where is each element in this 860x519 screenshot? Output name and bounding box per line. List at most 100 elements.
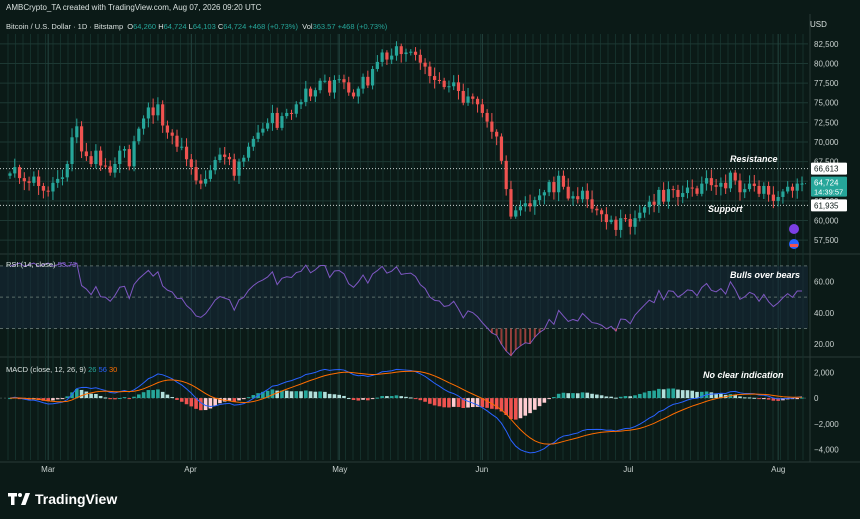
candle-body xyxy=(227,156,232,160)
candle-body xyxy=(223,154,227,157)
tradingview-icon xyxy=(8,493,30,505)
macd-histogram-bar xyxy=(342,395,346,399)
macd-histogram-bar xyxy=(575,393,580,399)
candle-body xyxy=(528,203,532,207)
candle-body xyxy=(270,112,275,124)
annotations: Resistance Support Bulls over bears No clea… xyxy=(703,154,800,380)
macd-tick-label: 0 xyxy=(814,394,819,403)
rsi-line xyxy=(9,262,802,357)
candle-body xyxy=(690,187,694,189)
macd-legend[interactable]: MACD (close, 12, 26, 9) 26 56 30 xyxy=(6,365,117,374)
candle-body xyxy=(141,118,146,129)
candle-body xyxy=(347,82,351,93)
macd-histogram-bar xyxy=(418,398,423,401)
macd-line-value: 56 xyxy=(98,365,107,374)
price-axis[interactable]: 82,500 80,000 77,500 75,000 72,500 70,000 67,5… xyxy=(811,40,847,455)
candle-body xyxy=(32,176,36,183)
rsi-tick-label: 60.00 xyxy=(814,278,835,287)
macd-histogram-bar xyxy=(299,391,303,399)
macd-histogram-bar xyxy=(590,393,594,399)
month-tick-label: Jul xyxy=(623,465,633,474)
macd-histogram-bar xyxy=(633,395,637,399)
candle-body xyxy=(456,82,461,91)
candle-body xyxy=(56,178,60,183)
tradingview-logo[interactable]: TradingView xyxy=(8,491,117,507)
candle-body xyxy=(442,80,446,88)
rsi-legend[interactable]: RSI (14, close) 53.73 xyxy=(6,260,76,269)
macd-histogram-bar xyxy=(246,397,251,399)
price-tick-label: 72,500 xyxy=(814,118,839,127)
candle-body xyxy=(13,167,17,174)
month-tick-label: Jun xyxy=(475,465,488,474)
candle-body xyxy=(767,185,771,195)
candle-body xyxy=(371,68,375,86)
candle-body xyxy=(199,180,203,184)
candle-body xyxy=(342,79,346,83)
macd-histogram-bar xyxy=(685,390,690,399)
candle-body xyxy=(547,182,551,193)
candle-body xyxy=(65,163,69,178)
candle-body xyxy=(103,165,108,167)
macd-histogram-bar xyxy=(504,398,508,415)
candle-body xyxy=(542,192,546,196)
brand-name: TradingView xyxy=(35,491,118,507)
candle-body xyxy=(595,208,599,211)
candle-body xyxy=(671,189,675,191)
macd-histogram-bar xyxy=(375,397,380,399)
macd-histogram-bar xyxy=(599,395,604,399)
macd-histogram-bar xyxy=(466,398,470,408)
macd-histogram-bar xyxy=(156,389,160,399)
price-tick-label: 70,000 xyxy=(814,138,839,147)
price-pane[interactable] xyxy=(0,41,808,249)
macd-histogram-bar xyxy=(184,398,189,405)
macd-histogram-bar xyxy=(432,398,437,406)
candle-body xyxy=(46,190,50,192)
macd-histogram-bar xyxy=(666,388,671,399)
candle-body xyxy=(289,112,294,114)
resistance-price-label-box xyxy=(811,162,847,175)
macd-pane[interactable] xyxy=(0,368,808,454)
rsi-pane[interactable] xyxy=(0,262,808,357)
candle-body xyxy=(566,186,570,199)
macd-histogram-bar xyxy=(547,398,551,400)
price-tick-label: 57,500 xyxy=(814,236,839,245)
candle-body xyxy=(471,96,475,99)
macd-histogram-bar xyxy=(447,398,451,408)
macd-histogram-bar xyxy=(127,398,132,400)
resistance-price-label: 66,613 xyxy=(814,165,839,174)
macd-histogram-bar xyxy=(800,397,804,399)
macd-histogram-bar xyxy=(289,391,294,399)
candle-body xyxy=(709,178,713,186)
candle-body xyxy=(461,90,465,103)
price-legend[interactable]: Bitcoin / U.S. Dollar · 1D · Bitstamp O6… xyxy=(6,22,388,31)
price-tick-label: 67,500 xyxy=(814,158,839,167)
macd-histogram-bar xyxy=(327,393,332,399)
time-axis[interactable]: Mar Apr May Jun Jul Aug xyxy=(41,465,785,474)
candle-body xyxy=(232,159,236,176)
candle-body xyxy=(189,159,193,168)
macd-histogram-bar xyxy=(647,391,652,399)
candle-body xyxy=(604,214,608,223)
candle-body xyxy=(99,150,103,166)
macd-histogram-bar xyxy=(680,390,685,399)
macd-histogram-bar xyxy=(428,398,432,404)
macd-histogram-bar xyxy=(70,392,74,399)
candle-body xyxy=(724,182,728,189)
candle-body xyxy=(771,194,775,201)
candle-body xyxy=(132,141,136,167)
candle-body xyxy=(666,189,671,202)
candle-body xyxy=(60,177,65,179)
candle-body xyxy=(251,138,255,147)
candle-body xyxy=(719,182,723,187)
macd-histogram-bar xyxy=(208,398,213,409)
candle-body xyxy=(351,92,356,97)
candle-body xyxy=(704,178,709,184)
flag-stripe-icon xyxy=(790,244,798,247)
candle-body xyxy=(733,172,737,181)
candle-body xyxy=(571,196,575,199)
candle-body xyxy=(738,180,742,193)
candle-body xyxy=(509,189,513,217)
candle-body xyxy=(447,86,451,88)
macd-histogram-bar xyxy=(346,398,351,400)
